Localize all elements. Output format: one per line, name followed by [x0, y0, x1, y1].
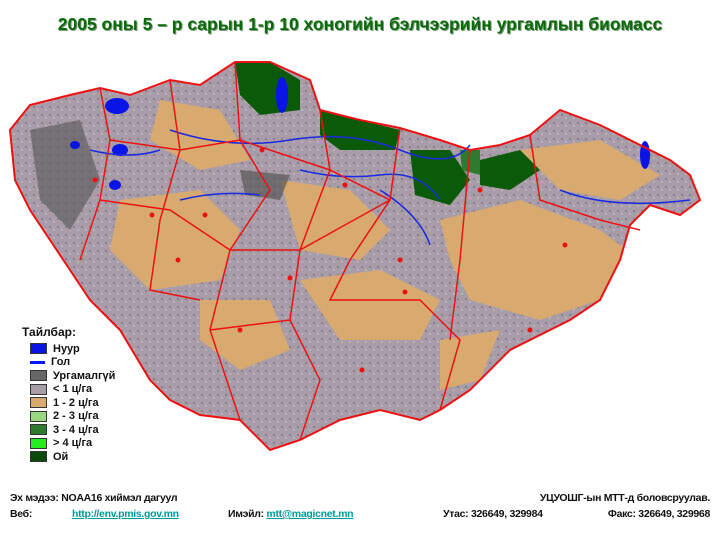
aimag-borders [9, 61, 701, 451]
map-legend: Тайлбар: Нуур Гол Ургамалгүй < 1 ц/га 1 … [22, 325, 115, 464]
fax: Факс: 326649, 329968 [607, 508, 710, 520]
legend-item-forest: Ой [30, 450, 115, 464]
email-link[interactable]: mtt@magicnet.mn [266, 508, 354, 520]
1-2-swatch [30, 397, 47, 409]
legend-item-lt1: < 1 ц/га [30, 383, 115, 397]
no-vegetation-areas [30, 120, 290, 230]
legend-title: Тайлбар: [22, 325, 76, 339]
legend-item-1-2: 1 - 2 ц/га [30, 396, 115, 410]
web-label: Веб: [10, 508, 33, 520]
legend-item-lake: Нуур [30, 342, 115, 356]
prepared-by: УЦУОШГ-ын МТТ-д боловсруулав. [539, 492, 710, 504]
3-4-swatch [30, 424, 47, 436]
legend-item-2-3: 2 - 3 ц/га [30, 410, 115, 424]
2-3-swatch [30, 410, 47, 422]
biomass-3-4-area [460, 150, 480, 175]
map-title: 2005 оны 5 – р сарын 1-р 10 хоногийн бэл… [57, 14, 663, 34]
no-vegetation-swatch [30, 370, 47, 382]
legend-item-no-vegetation: Ургамалгүй [30, 369, 115, 383]
lake-swatch [30, 343, 47, 355]
lt1-swatch [30, 383, 47, 395]
phone: Утас: 326649, 329984 [443, 508, 543, 520]
gt4-swatch [30, 437, 47, 449]
river-swatch [30, 360, 45, 364]
web-link[interactable]: http://env.pmis.gov.mn [72, 508, 179, 520]
aimag-centers [92, 147, 568, 373]
data-source: Эх мэдээ: NOAA16 хиймэл дагуул [10, 492, 178, 504]
rivers [89, 129, 691, 246]
legend-item-river: Гол [30, 356, 115, 370]
lakes [70, 77, 650, 190]
forest-swatch [30, 451, 47, 463]
legend-item-gt4: > 4 ц/га [30, 437, 115, 451]
legend-item-3-4: 3 - 4 ц/га [30, 423, 115, 437]
email-label: Имэйл: [228, 508, 264, 520]
